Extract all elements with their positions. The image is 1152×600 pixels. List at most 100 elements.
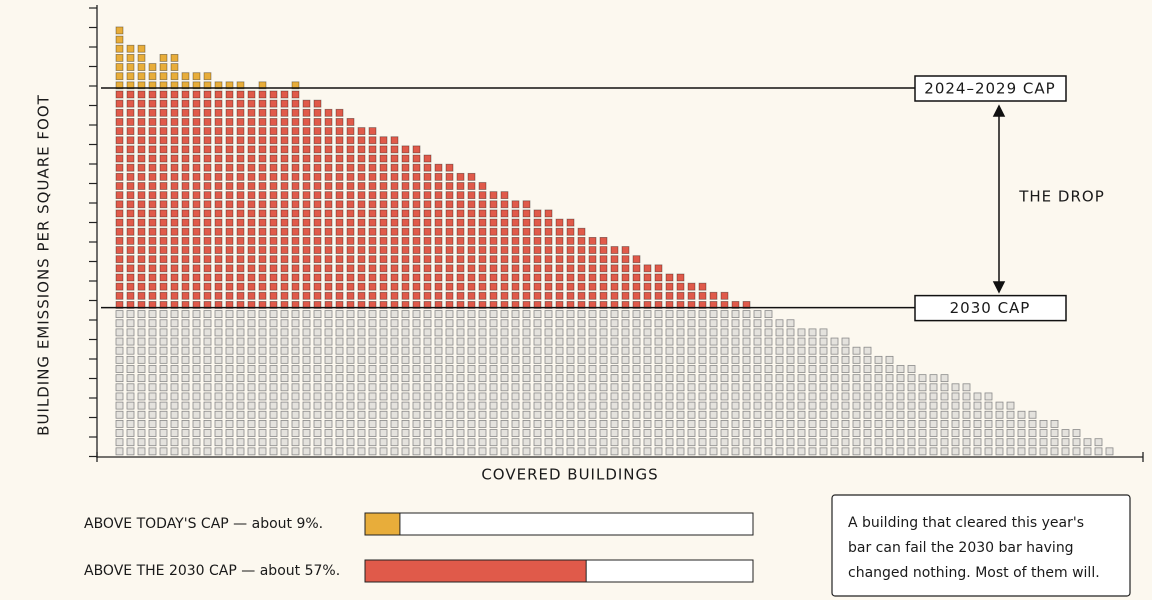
square — [214, 154, 223, 163]
square — [621, 264, 630, 273]
square — [412, 337, 421, 346]
square — [511, 374, 520, 383]
square — [467, 429, 476, 437]
square — [643, 365, 652, 373]
square — [181, 438, 190, 447]
square — [599, 419, 608, 428]
square — [214, 99, 223, 108]
square — [687, 282, 696, 291]
square — [379, 365, 388, 373]
square — [313, 246, 322, 254]
square — [126, 209, 135, 218]
square — [434, 383, 443, 392]
square — [192, 410, 201, 419]
square — [786, 401, 795, 410]
square — [676, 447, 685, 456]
square — [401, 182, 410, 190]
square — [775, 401, 784, 410]
square — [533, 273, 542, 282]
square — [544, 328, 553, 337]
square — [335, 108, 344, 117]
square — [379, 410, 388, 419]
square — [808, 328, 817, 337]
square — [346, 273, 355, 282]
square — [115, 447, 124, 456]
square — [368, 273, 377, 282]
square — [302, 273, 311, 282]
square — [192, 72, 201, 81]
square — [632, 355, 641, 364]
square — [852, 419, 861, 428]
square — [610, 337, 619, 346]
square — [863, 383, 872, 392]
square — [445, 182, 454, 190]
square — [401, 319, 410, 328]
square — [687, 401, 696, 410]
square — [951, 410, 960, 419]
square — [643, 429, 652, 437]
column — [467, 172, 476, 456]
square — [676, 419, 685, 428]
square — [434, 410, 443, 419]
square — [731, 319, 740, 328]
square — [522, 355, 531, 364]
square — [808, 355, 817, 364]
square — [742, 301, 751, 309]
square — [863, 410, 872, 419]
square — [390, 182, 399, 190]
square — [214, 328, 223, 337]
note-box — [831, 494, 1131, 597]
square — [346, 246, 355, 254]
square — [577, 447, 586, 456]
square — [918, 401, 927, 410]
square — [500, 301, 509, 309]
square — [632, 310, 641, 319]
square — [577, 319, 586, 328]
square — [1028, 429, 1037, 437]
square — [258, 218, 267, 227]
square — [533, 355, 542, 364]
square — [159, 118, 168, 126]
square — [1083, 438, 1092, 447]
square — [335, 419, 344, 428]
square — [170, 365, 179, 373]
square — [247, 383, 256, 392]
square — [181, 301, 190, 309]
square — [423, 273, 432, 282]
square — [170, 319, 179, 328]
column — [885, 355, 894, 456]
square — [258, 191, 267, 200]
square — [434, 337, 443, 346]
square — [698, 392, 707, 401]
column — [148, 63, 157, 456]
column — [665, 273, 674, 456]
square — [654, 419, 663, 428]
square — [137, 273, 146, 282]
square — [643, 264, 652, 273]
square — [709, 392, 718, 401]
square — [401, 191, 410, 200]
note-line: changed nothing. Most of them will. — [848, 565, 1100, 581]
square — [951, 401, 960, 410]
square — [291, 337, 300, 346]
square — [357, 401, 366, 410]
square — [192, 282, 201, 291]
square — [830, 365, 839, 373]
square — [269, 172, 278, 181]
square — [247, 365, 256, 373]
square — [489, 191, 498, 200]
square — [137, 127, 146, 135]
square — [632, 337, 641, 346]
square — [841, 401, 850, 410]
square — [599, 410, 608, 419]
square — [412, 392, 421, 401]
square — [148, 374, 157, 383]
square — [588, 429, 597, 437]
square — [401, 209, 410, 218]
square — [577, 227, 586, 236]
square — [137, 337, 146, 346]
square — [522, 419, 531, 428]
square — [214, 310, 223, 319]
square — [357, 273, 366, 282]
square — [588, 410, 597, 419]
